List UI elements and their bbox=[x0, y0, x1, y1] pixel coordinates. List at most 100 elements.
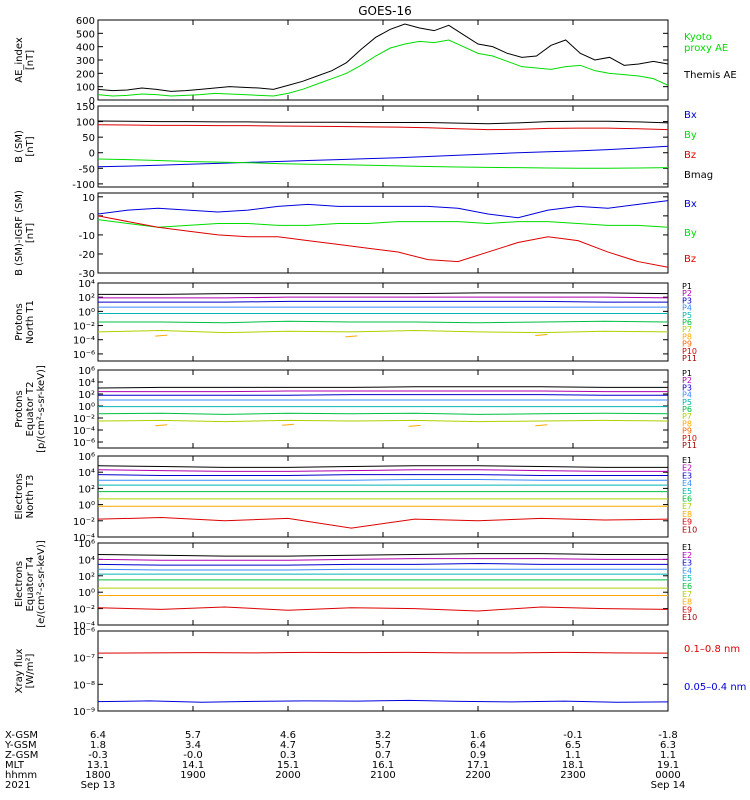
series-line-P8 bbox=[535, 333, 548, 336]
time-axis-value: 3.2 bbox=[375, 730, 391, 741]
y-tick-label: 100 bbox=[76, 83, 95, 94]
legend-label: P11 bbox=[682, 354, 697, 363]
series-line-E3 bbox=[97, 474, 668, 476]
legend-label: E4 bbox=[682, 479, 692, 488]
legend-label: E7 bbox=[682, 590, 692, 599]
y-axis-label-line: [nT] bbox=[25, 223, 36, 243]
series-line-E4 bbox=[97, 568, 668, 571]
y-tick-label: 10⁻⁴ bbox=[73, 621, 95, 632]
legend-label: Bz bbox=[684, 150, 696, 161]
time-axis-value: 4.7 bbox=[280, 740, 296, 751]
time-axis-row-label: 2021 bbox=[5, 780, 30, 791]
series-line-E4 bbox=[98, 478, 668, 481]
time-axis-value: 0.3 bbox=[280, 750, 296, 761]
legend-label-line: Kyoto bbox=[684, 32, 712, 43]
legend-label: P10 bbox=[682, 434, 697, 443]
series-line-E1 bbox=[97, 553, 668, 557]
time-axis-value: 6.4 bbox=[470, 740, 486, 751]
series-line-P3 bbox=[98, 300, 668, 303]
series-line-P8 bbox=[155, 334, 168, 337]
y-tick-label: 10⁶ bbox=[78, 539, 95, 550]
time-axis-value: 1.1 bbox=[660, 750, 676, 761]
legend-label: P11 bbox=[682, 441, 697, 450]
date-label-start: Sep 13 bbox=[81, 780, 116, 791]
y-tick-label: -20 bbox=[79, 250, 95, 261]
time-axis-value: 15.1 bbox=[277, 760, 299, 771]
legend-label: P4 bbox=[682, 391, 692, 400]
y-tick-label: 10⁻² bbox=[73, 517, 95, 528]
legend-label: P3 bbox=[682, 383, 692, 392]
time-axis-value: 3.4 bbox=[185, 740, 201, 751]
time-axis-row-label: Z-GSM bbox=[5, 750, 38, 761]
legend-label: 0.1–0.8 nm bbox=[684, 644, 740, 655]
y-tick-label: 600 bbox=[76, 16, 95, 27]
y-tick-label: 10⁻⁴ bbox=[73, 533, 95, 544]
legend-label: E3 bbox=[682, 559, 692, 568]
legend-label: E10 bbox=[682, 613, 697, 622]
y-tick-label: 10⁴ bbox=[78, 468, 95, 479]
time-axis-value: 0.9 bbox=[470, 750, 486, 761]
series-line-P1 bbox=[97, 386, 668, 389]
legend-label-line: 0.1–0.8 nm bbox=[684, 644, 740, 655]
time-axis-row-label: Y-GSM bbox=[4, 740, 37, 751]
legend-label: P6 bbox=[682, 405, 692, 414]
y-axis-label-line: North T3 bbox=[25, 475, 36, 519]
panel-b_sm: -100 -50 0 50 100 150 B (SM)[nT] Bx By Bz Bmag bbox=[14, 102, 713, 191]
y-tick-label: -100 bbox=[72, 180, 95, 191]
time-axis-value: 18.1 bbox=[562, 760, 584, 771]
series-line-E9 bbox=[97, 517, 669, 529]
panel-xray_flux: 10⁻⁶ 10⁻⁷ 10⁻⁸ 10⁻⁹ Xray flux[W/m²] 0.1–0.8 n… bbox=[14, 627, 746, 718]
time-axis-labels: X-GSM 6.4 5.7 4.6 3.2 1.6 -0.1 -1.8 Y-GSM 1.8 3.4 4… bbox=[4, 730, 685, 791]
legend-label: E2 bbox=[682, 464, 692, 473]
series-line-Bx bbox=[97, 145, 669, 168]
series-line-P8 bbox=[535, 424, 548, 427]
y-axis-label: ElectronsNorth T3 bbox=[14, 473, 36, 519]
y-axis-label: ElectronsEquator T4[e/(cm²-s-sr-keV)] bbox=[14, 540, 47, 628]
legend-label-line: Bz bbox=[684, 150, 696, 161]
y-tick-label: 10⁻⁷ bbox=[73, 654, 95, 665]
legend-label: P1 bbox=[682, 282, 692, 291]
panel-b_minus_igrf: -30 -20 -10 0 10 B (SM)-IGRF (SM)[nT] Bx By Bz bbox=[14, 190, 697, 280]
y-tick-label: 10⁴ bbox=[78, 378, 95, 389]
time-axis-value: 16.1 bbox=[372, 760, 394, 771]
panel-frame bbox=[97, 105, 669, 188]
y-axis-label-line: [W/m²] bbox=[25, 653, 36, 688]
y-tick-label: 10⁻⁶ bbox=[73, 438, 95, 449]
time-axis-value: 2000 bbox=[275, 770, 300, 781]
series-line-P8 bbox=[155, 424, 168, 427]
time-axis-value: 0000 bbox=[655, 770, 680, 781]
y-axis-label-line: B (SM)-IGRF (SM) bbox=[14, 190, 25, 276]
legend-label-line: Bx bbox=[684, 110, 697, 121]
panel-ae: 0 100 200 300 400 500 600 AE_index[nT] Kyoto prox… bbox=[14, 16, 737, 107]
legend-label: E6 bbox=[682, 495, 692, 504]
y-tick-label: 200 bbox=[76, 69, 95, 80]
y-axis-label-line: Equator T2 bbox=[25, 382, 36, 437]
series-line-E2 bbox=[97, 558, 668, 561]
y-axis-label: ProtonsEquator T2[p/(cm²-s-sr-keV)] bbox=[14, 365, 47, 453]
time-axis-value: 5.7 bbox=[185, 730, 201, 741]
legend-label: E8 bbox=[682, 598, 692, 607]
y-axis-label-line: North T1 bbox=[25, 300, 36, 344]
time-axis-value: 1800 bbox=[85, 770, 110, 781]
time-axis-value: 2100 bbox=[370, 770, 395, 781]
legend-label: P9 bbox=[682, 427, 692, 436]
series-line-P8 bbox=[345, 335, 358, 338]
y-tick-label: 300 bbox=[76, 56, 95, 67]
legend-label: E5 bbox=[682, 574, 692, 583]
y-axis-label-line: AE_index bbox=[14, 37, 25, 83]
series-line-P1 bbox=[98, 292, 669, 295]
y-tick-label: 50 bbox=[82, 133, 95, 144]
series-line-P8 bbox=[281, 423, 295, 426]
series-line-P3 bbox=[98, 394, 668, 396]
y-tick-label: 10⁻² bbox=[73, 414, 95, 425]
legend-label: E4 bbox=[682, 566, 692, 575]
time-axis-value: 2200 bbox=[465, 770, 490, 781]
legend-label: P9 bbox=[682, 340, 692, 349]
legend-label-line: Bx bbox=[684, 199, 697, 210]
series-line-P2 bbox=[98, 296, 669, 299]
panel-frame bbox=[97, 19, 669, 101]
panel-electrons_equator_t4: 10⁶ 10⁴ 10² 10⁰ 10⁻² 10⁻⁴ ElectronsEquator T4[… bbox=[14, 539, 697, 632]
